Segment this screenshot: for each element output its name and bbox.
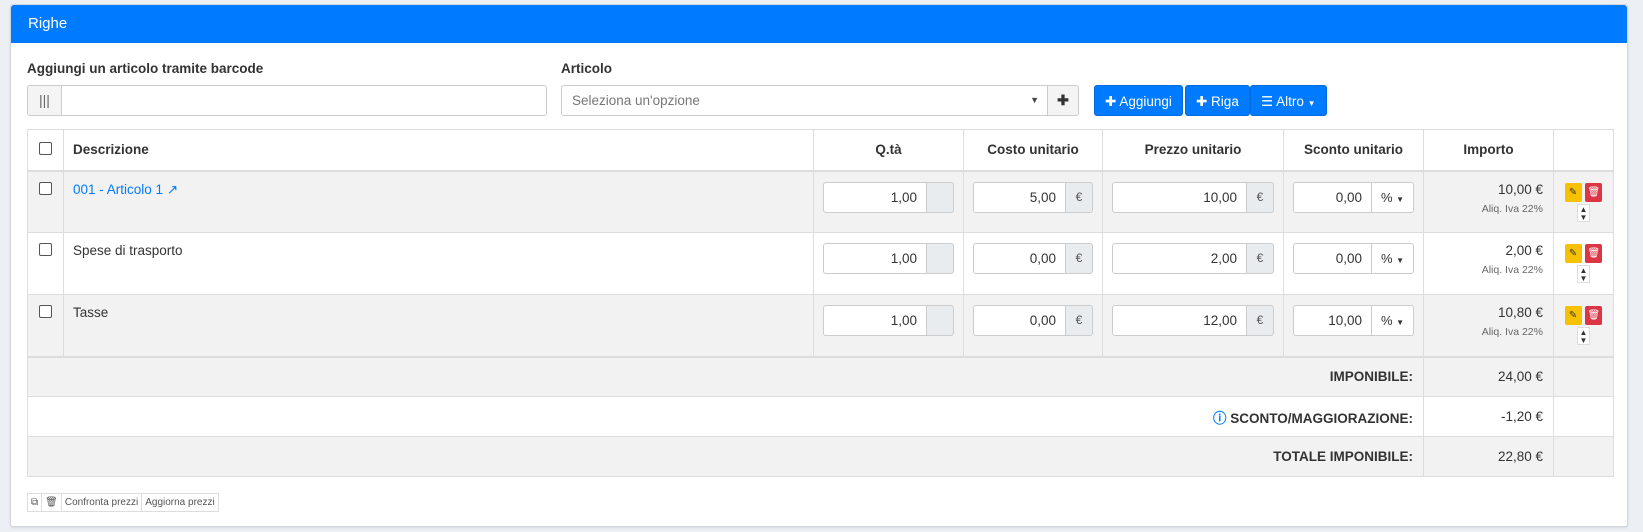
sconto-tipo-select[interactable]: % ▼ [1372, 305, 1414, 336]
sconto-input[interactable]: 10,00 [1293, 305, 1372, 336]
sconto-tipo-select[interactable]: % ▼ [1372, 181, 1414, 213]
total-label: TOTALE IMPONIBILE: [1273, 449, 1413, 464]
qta-input[interactable]: 1,00 [823, 181, 927, 213]
costo-input[interactable]: 5,00 [973, 181, 1066, 213]
prezzo-input[interactable]: 12,00 [1112, 305, 1247, 336]
righe-table: Descrizione Q.tà Costo unitario Prezzo u… [27, 129, 1614, 477]
caret-down-icon: ▼ [1307, 99, 1316, 108]
aggiorna-prezzi-button[interactable]: Aggiorna prezzi [145, 497, 215, 508]
row-checkbox[interactable] [39, 181, 52, 195]
riga-button[interactable]: ✚ Riga [1185, 85, 1250, 116]
costo-input[interactable]: 0,00 [973, 243, 1066, 274]
total-label: SCONTO/MAGGIORAZIONE: [1230, 410, 1413, 426]
aliquota: Aliq. Iva 22% [1481, 202, 1543, 215]
select-all-checkbox[interactable] [39, 141, 52, 155]
edit-icon[interactable]: ✎ [1564, 244, 1582, 263]
caret-down-icon: ▼ [1396, 194, 1405, 204]
currency-addon: € [1066, 305, 1093, 336]
panel-title: Righe [11, 5, 1627, 43]
totals-row: IMPONIBILE: 24,00 € [27, 356, 1614, 397]
delete-icon[interactable]: 🗑 [1585, 306, 1603, 325]
altro-button[interactable]: ☰ Altro ▼ [1250, 85, 1327, 116]
table-row: 001 - Articolo 1 ↗ 1,00 5,00 € 10,00 € 0,0… [27, 170, 1614, 233]
header-costo: Costo unitario [963, 129, 1103, 171]
sort-handle-icon[interactable]: ▲ ▼ [1577, 203, 1590, 222]
barcode-icon: ||| [27, 85, 62, 116]
copy-icon[interactable]: ⧉ [28, 494, 43, 511]
articolo-link[interactable]: 001 - Articolo 1 ↗ [73, 182, 178, 197]
sconto-input[interactable]: 0,00 [1293, 181, 1372, 213]
chevron-down-icon: ▼ [1030, 95, 1039, 105]
aliquota: Aliq. Iva 22% [1481, 326, 1543, 338]
total-value: -1,20 € [1423, 396, 1554, 437]
trash-icon[interactable]: 🗑 [42, 494, 62, 511]
sconto-tipo-select[interactable]: % ▼ [1372, 243, 1414, 274]
barcode-label: Aggiungi un articolo tramite barcode [27, 61, 264, 76]
confronta-prezzi-button[interactable]: Confronta prezzi [62, 494, 143, 511]
total-label: IMPONIBILE: [1329, 369, 1413, 385]
articolo-label: Articolo [561, 61, 613, 76]
currency-addon: € [1247, 305, 1274, 336]
importo: 10,00 € [1497, 181, 1543, 197]
articolo-placeholder: Seleziona un'opzione [572, 93, 700, 108]
add-articolo-button[interactable]: ✚ [1047, 85, 1079, 116]
totals-row: ⓘ SCONTO/MAGGIORAZIONE: -1,20 € [27, 396, 1614, 437]
sort-handle-icon[interactable]: ▲ ▼ [1577, 327, 1590, 345]
sort-handle-icon[interactable]: ▲ ▼ [1577, 265, 1590, 283]
edit-icon[interactable]: ✎ [1564, 182, 1582, 202]
importo: 10,80 € [1497, 305, 1543, 320]
edit-icon[interactable]: ✎ [1564, 306, 1582, 325]
row-checkbox[interactable] [39, 305, 52, 318]
prezzo-input[interactable]: 2,00 [1112, 243, 1247, 274]
altro-label: ☰ Altro [1261, 94, 1304, 109]
footer-toolbar: ⧉ 🗑 Confronta prezzi Aggiorna prezzi [27, 493, 219, 512]
descrizione: 001 - Articolo 1 [73, 181, 164, 197]
unit-addon [927, 181, 954, 213]
delete-icon[interactable]: 🗑 [1585, 182, 1603, 202]
header-prezzo: Prezzo unitario [1102, 129, 1284, 171]
delete-icon[interactable]: 🗑 [1585, 244, 1603, 263]
unit-addon [927, 305, 954, 336]
currency-addon: € [1247, 243, 1274, 274]
sconto-tipo: % [1380, 189, 1393, 205]
caret-down-icon: ▼ [1396, 318, 1405, 327]
header-importo: Importo [1423, 129, 1554, 171]
currency-addon: € [1247, 181, 1274, 213]
descrizione: Spese di trasporto [73, 243, 183, 258]
table-row: Spese di trasporto 1,00 0,00 € 2,00 € 0,00… [27, 232, 1614, 295]
total-value: 22,80 € [1423, 436, 1554, 477]
barcode-input[interactable] [61, 85, 547, 116]
currency-addon: € [1066, 243, 1093, 274]
articolo-select[interactable]: Seleziona un'opzione ▼ [561, 85, 1048, 116]
costo-input[interactable]: 0,00 [973, 305, 1066, 336]
sconto-input[interactable]: 0,00 [1293, 243, 1372, 274]
header-sconto: Sconto unitario [1283, 129, 1424, 171]
total-value: 24,00 € [1423, 356, 1554, 397]
importo: 2,00 € [1505, 243, 1543, 258]
table-row: Tasse 1,00 0,00 € 12,00 € 10,00% ▼ 10,80 €… [27, 294, 1614, 357]
qta-input[interactable]: 1,00 [823, 305, 927, 336]
external-link-icon: ↗ [166, 181, 179, 197]
aggiungi-button[interactable]: ✚ Aggiungi [1094, 85, 1183, 116]
righe-panel: Righe Aggiungi un articolo tramite barco… [10, 4, 1628, 527]
help-icon[interactable]: ⓘ [1212, 410, 1227, 426]
prezzo-input[interactable]: 10,00 [1112, 181, 1247, 213]
row-checkbox[interactable] [39, 243, 52, 256]
header-descrizione: Descrizione [63, 129, 814, 171]
currency-addon: € [1066, 181, 1093, 213]
unit-addon [927, 243, 954, 274]
header-qta: Q.tà [813, 129, 964, 171]
descrizione: Tasse [73, 305, 109, 320]
sconto-tipo: % [1380, 251, 1393, 266]
caret-down-icon: ▼ [1396, 256, 1405, 265]
totals-row: TOTALE IMPONIBILE: 22,80 € [27, 436, 1614, 477]
aliquota: Aliq. Iva 22% [1481, 264, 1543, 276]
qta-input[interactable]: 1,00 [823, 243, 927, 274]
sconto-tipo: % [1380, 313, 1393, 328]
